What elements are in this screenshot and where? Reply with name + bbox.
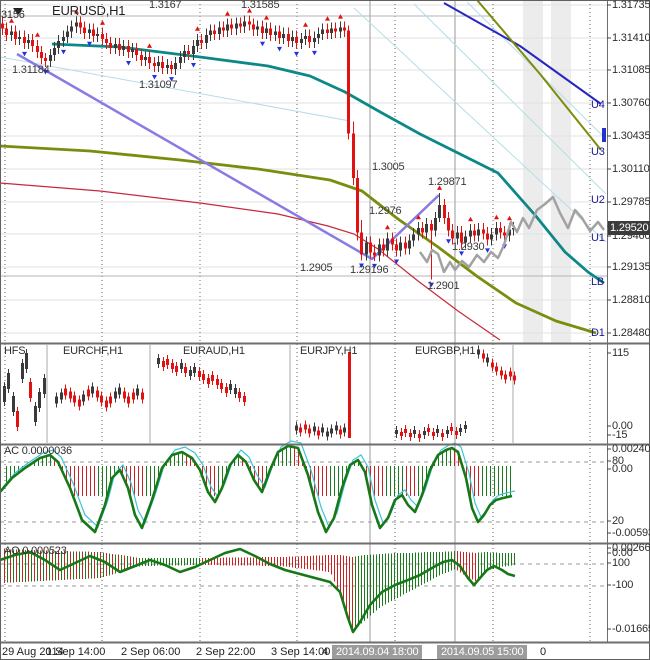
highlighted-time-label[interactable]: 2014.09.05 15:00: [437, 645, 528, 659]
ao-histogram: [4, 549, 515, 632]
price-axis-label: 1.30110: [612, 163, 650, 175]
band-level-label: U3: [591, 146, 605, 158]
band-level-label: U1: [591, 232, 605, 244]
price-axis-label: 1.30435: [612, 130, 650, 142]
price-axis-label: 1.31410: [612, 32, 650, 44]
hline-price-label: 3156: [1, 9, 25, 21]
ac-signal-line: [0, 444, 513, 534]
time-axis-label: 4: [322, 646, 329, 658]
price-annotation: 1.2976: [369, 205, 402, 217]
highlighted-time-label[interactable]: 2014.09.04 18:00: [332, 645, 423, 659]
grid-horizontal: [0, 4, 607, 334]
price-annotation: 1.2930: [452, 241, 485, 253]
price-axis-label: 1.29460: [612, 230, 650, 242]
candlestick-series: [1, 15, 515, 280]
time-axis-label: 29 Aug 2014: [2, 646, 64, 658]
price-axis-label: 1.29135: [612, 261, 650, 273]
price-axis-label: 1.30760: [612, 97, 650, 109]
symbol-marker-icon: [13, 8, 23, 15]
time-axis-label: 0: [540, 646, 547, 658]
symbol-period-label: EURUSD,H1: [52, 3, 126, 18]
vline-objects[interactable]: [369, 0, 456, 642]
band-level-label: LB: [591, 276, 605, 288]
time-axis-label: 2 Sep 06:00: [121, 646, 181, 658]
olive-upper-band-line: [476, 0, 602, 151]
time-axis-label: 1 Sep 14:00: [46, 646, 106, 658]
axis-blue-marker: [602, 128, 606, 142]
ao-axis-label: -0.01665: [612, 623, 650, 635]
hfs-separators: [46, 345, 514, 443]
ac-axis-label: 20: [612, 515, 624, 527]
gray-zigzag-line: [418, 195, 605, 274]
price-axis-label: 1.31085: [612, 64, 650, 76]
price-annotation: 1.2901: [427, 280, 460, 292]
price-annotation: 1.31184: [12, 64, 50, 76]
axis-ticks: [607, 4, 611, 630]
pair-label: EURCHF,H1: [63, 345, 123, 357]
ac-axis-label: 0.002403: [612, 443, 650, 455]
price-annotation: 1.3167: [149, 0, 182, 11]
pair-label: EURAUD,H1: [183, 345, 245, 357]
price-axis-label: 1.28480: [612, 327, 650, 339]
price-annotation: 1.29871: [428, 176, 467, 188]
lightblue-band-lines: [0, 1, 607, 243]
price-annotation: 1.3005: [372, 161, 405, 173]
price-annotation: 1.2905: [300, 262, 333, 274]
hfs-candles: [3, 345, 516, 442]
ao-axis-label: 0.00266: [612, 542, 650, 554]
ao-line: [0, 547, 516, 634]
ac-histogram: [6, 446, 511, 496]
ac-level-lines: [0, 461, 607, 523]
price-annotation: 1.29196: [350, 264, 389, 276]
fractal-down-markers: [22, 41, 507, 288]
price-axis-label: 1.28810: [612, 294, 650, 306]
price-axis-label: 1.29785: [612, 196, 650, 208]
band-level-label: U2: [591, 194, 605, 206]
red-thin-line: [0, 182, 501, 341]
pair-label: EURJPY,H1: [300, 345, 358, 357]
hline-objects[interactable]: [0, 15, 607, 277]
hfs-axis-label: 0.00: [612, 420, 633, 432]
ao-axis-label: 0.00: [612, 547, 633, 559]
weekend-bands: [523, 0, 571, 343]
olive-ma-line: [0, 144, 597, 335]
ao-axis-label: -100: [612, 579, 634, 591]
price-annotation: 1.31585: [241, 0, 280, 11]
time-axis-label: 2 Sep 22:00: [196, 646, 256, 658]
time-axis-label: 3 Sep 14:00: [271, 646, 331, 658]
ao-indicator-header: AO 0.000523: [4, 545, 67, 557]
navy-band-line: [443, 2, 602, 105]
current-price-tag: 1.29520: [608, 221, 650, 235]
band-level-label: U4: [591, 99, 605, 111]
purple-trendline[interactable]: [16, 52, 440, 261]
price-axis-label: 1.31735: [612, 0, 650, 11]
pair-label: EURGBP,H1: [415, 345, 476, 357]
teal-band-line: [51, 42, 605, 285]
ac-axis-label: -0.00593: [612, 527, 650, 539]
ao-axis-label: 100: [612, 557, 630, 569]
price-annotation: 1.31097: [139, 79, 178, 91]
hfs-indicator-label: HFS: [4, 345, 26, 357]
ac-axis-label: 0.00: [612, 463, 633, 475]
fractal-up-markers: [9, 8, 512, 230]
hfs-axis-label: 115: [612, 347, 629, 359]
ac-indicator-header: AC 0.0000036: [4, 445, 72, 457]
hfs-axis-label: -15: [612, 429, 628, 441]
ac-axis-label: 80: [612, 455, 624, 467]
band-level-label: D1: [591, 327, 605, 339]
